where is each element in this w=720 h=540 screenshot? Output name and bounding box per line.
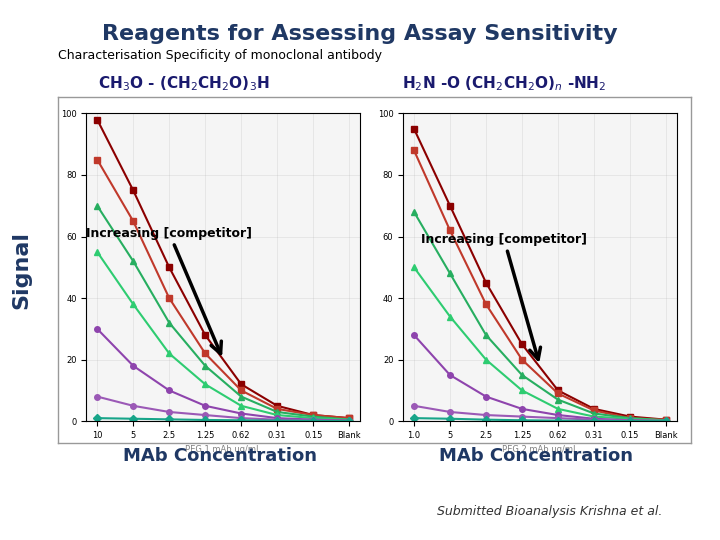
Text: Submitted Bioanalysis Krishna et al.: Submitted Bioanalysis Krishna et al. [437,505,662,518]
Text: H$_2$N -O (CH$_2$CH$_2$O)$_n$ -NH$_2$: H$_2$N -O (CH$_2$CH$_2$O)$_n$ -NH$_2$ [402,75,606,93]
Text: Reagents for Assessing Assay Sensitivity: Reagents for Assessing Assay Sensitivity [102,24,618,44]
Text: Signal: Signal [12,231,32,309]
Text: CH$_3$O - (CH$_2$CH$_2$O)$_3$H: CH$_3$O - (CH$_2$CH$_2$O)$_3$H [98,75,269,93]
X-axis label: PEG 2 mAb ug/mL: PEG 2 mAb ug/mL [502,446,578,455]
Text: Increasing [competitor]: Increasing [competitor] [421,233,587,360]
Text: MAb Concentration: MAb Concentration [122,447,317,465]
Text: MAb Concentration: MAb Concentration [439,447,634,465]
X-axis label: PEG 1 mAb ug/mL: PEG 1 mAb ug/mL [185,446,261,455]
Text: Characterisation Specificity of monoclonal antibody: Characterisation Specificity of monoclon… [58,49,382,62]
Text: Increasing [competitor]: Increasing [competitor] [86,226,252,354]
